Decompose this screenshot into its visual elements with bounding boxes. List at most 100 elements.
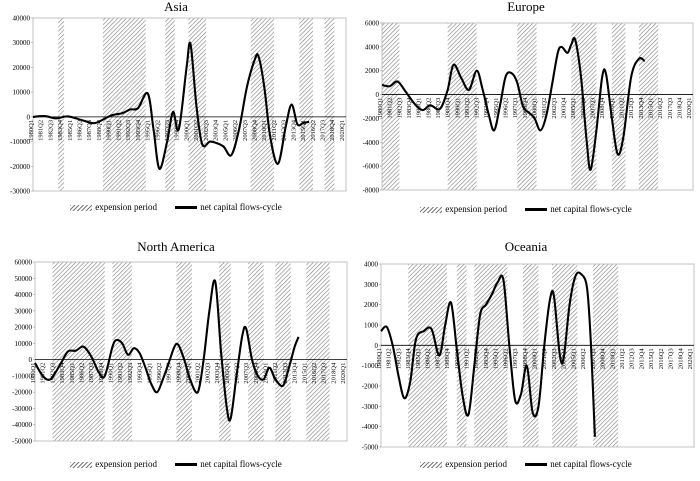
hatch-swatch-icon [420,461,443,468]
x-tick-label: 1991Q2 [464,98,471,119]
line-swatch-icon [525,208,548,212]
x-tick-label: 2002Q3 [204,363,211,384]
y-tick-label: 2000 [365,67,380,75]
x-tick-label: 1985Q1 [69,363,76,384]
y-tick-label: 0 [376,91,380,99]
x-tick-label: 2015Q1 [648,348,655,369]
y-tick-label: 60000 [15,259,33,267]
expansion-band [517,23,537,190]
x-tick-label: 1990Q1 [108,363,115,384]
legend-item-expansion: expension period [70,459,157,469]
line-swatch-icon [175,463,198,467]
x-tick-label: 2011Q2 [618,98,625,119]
y-tick-label: 1000 [364,322,379,330]
y-tick-label: 40000 [13,15,31,23]
x-tick-label: 2013Q4 [290,119,297,141]
hatch-swatch-icon [70,461,93,468]
x-tick-label: 2015Q1 [647,98,654,119]
x-tick-label: 2000Q1 [531,98,538,119]
chart-title: Europe [507,0,545,14]
x-tick-label: 1980Q1 [376,348,383,369]
x-tick-label: 2000Q1 [532,348,539,369]
x-tick-label: 2007Q3 [243,363,250,384]
x-tick-label: 1983Q4 [57,119,64,141]
x-tick-label: 1980Q1 [28,120,35,141]
expansion-band [250,18,275,191]
x-tick-label: 1987Q3 [435,98,442,119]
x-tick-label: 2012Q3 [282,363,289,384]
plot-frame [32,17,347,192]
x-tick-label: 1982Q3 [47,120,54,141]
x-tick-label: 2005Q1 [570,348,577,369]
x-tick-label: 1995Q1 [145,120,152,141]
x-tick-label: 2020Q1 [339,120,346,141]
y-tick-label: -50000 [12,438,32,446]
y-tick-label: 50000 [15,275,33,283]
x-tick-label: 2016Q2 [311,363,318,384]
x-tick-label: 1997Q3 [512,348,519,369]
x-tick-label: 1991Q2 [115,120,122,141]
legend-item-line: net capital flows-cycle [525,204,632,214]
x-tick-label: 1991Q2 [464,348,471,369]
y-tick-label: 0 [29,356,33,364]
x-tick-label: 1987Q3 [88,363,95,384]
x-tick-label: 1992Q3 [474,98,481,119]
x-tick-label: 1996Q2 [503,98,510,119]
x-tick-label: 2020Q1 [686,98,693,119]
legend-item-line: net capital flows-cycle [525,459,632,469]
expansion-band [102,18,146,191]
y-tick-label: 0 [375,342,379,350]
series-line [381,36,646,171]
x-tick-label: 2003Q4 [214,362,221,384]
x-tick-label: 1985Q1 [415,348,422,369]
x-tick-label: 1981Q2 [386,348,393,369]
chart-legend: expension period net capital flows-cycle [352,458,700,469]
y-tick-label: -20000 [10,163,30,171]
x-tick-label: 2000Q1 [183,120,190,141]
x-tick-label: 2007Q3 [590,348,597,369]
x-tick-label: 1986Q2 [425,98,432,119]
y-tick-label: -6000 [363,163,380,171]
x-tick-label: 1996Q2 [154,120,161,141]
y-tick-label: -4000 [363,139,380,147]
x-tick-label: 1985Q1 [67,120,74,141]
x-tick-label: 1986Q2 [77,120,84,141]
x-tick-label: 2018Q4 [329,119,336,141]
x-tick-label: 1986Q2 [425,348,432,369]
x-tick-label: 2013Q4 [639,348,646,370]
x-tick-label: 1986Q2 [78,363,85,384]
x-tick-label: 2011Q2 [619,348,626,369]
legend-expansion-label: expension period [95,201,157,212]
x-tick-label: 1980Q1 [377,98,384,119]
expansion-band [299,18,313,191]
legend-expansion-label: expension period [445,458,507,469]
legend-item-expansion: expension period [420,459,507,469]
x-tick-label: 1992Q3 [125,120,132,141]
line-swatch-icon [175,206,198,210]
y-tick-label: -40000 [12,421,32,429]
legend-line-label: net capital flows-cycle [200,458,282,469]
y-tick-label: 40000 [15,291,33,299]
x-tick-label: 1990Q1 [454,98,461,119]
legend-expansion-label: expension period [95,458,157,469]
x-tick-label: 2002Q3 [551,98,558,119]
y-tick-label: -10000 [10,138,30,146]
legend-item-line: net capital flows-cycle [175,458,282,469]
chart-panel-north-america: North America -50000 -40000 -30000 -20000 -1… [0,240,352,481]
x-tick-label: 1980Q1 [30,363,37,384]
x-tick-label: 2001Q2 [541,98,548,119]
plot-frame [381,22,694,191]
x-tick-label: 2005Q1 [224,363,231,384]
expansion-band [324,18,335,191]
x-tick-label: 2018Q4 [677,348,684,370]
x-tick-label: 1996Q2 [156,363,163,384]
x-tick-label: 2010Q1 [261,120,268,141]
x-tick-label: 1998Q4 [522,97,529,119]
x-tick-label: 2020Q1 [340,363,347,384]
x-tick-label: 2018Q4 [676,97,683,119]
x-tick-label: 1981Q2 [40,363,47,384]
x-tick-label: 1988Q4 [96,119,103,141]
series-line [34,279,300,422]
expansion-band [219,262,231,441]
